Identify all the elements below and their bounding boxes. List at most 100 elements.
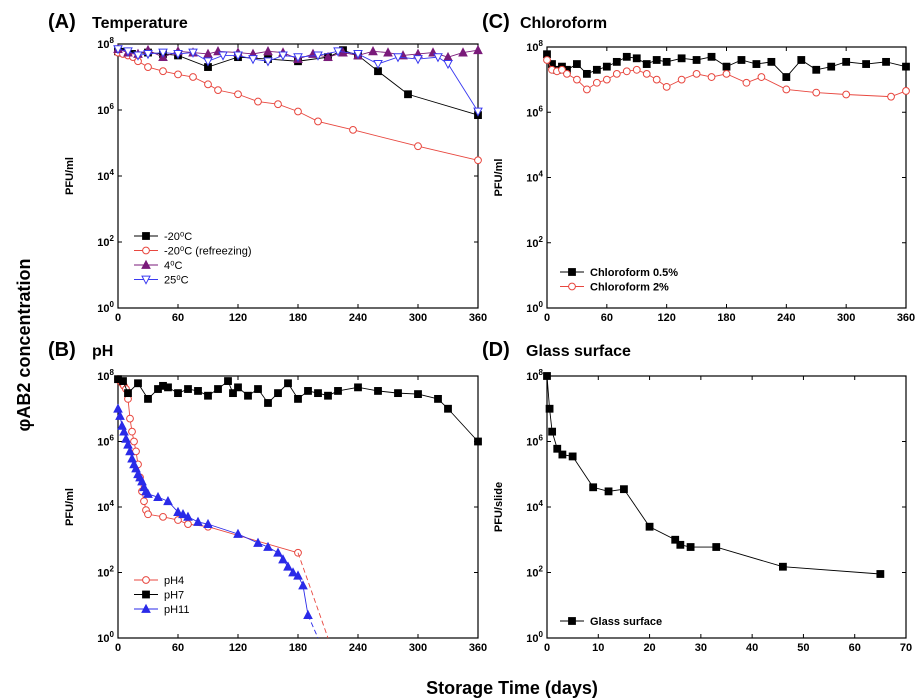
data-point <box>174 70 182 79</box>
y-axis-label: PFU/slide <box>493 482 505 532</box>
data-point <box>548 427 557 436</box>
data-point <box>473 44 483 55</box>
data-point <box>645 522 654 531</box>
data-point <box>264 399 272 407</box>
data-point <box>582 69 591 78</box>
x-tick-label: 180 <box>289 642 307 654</box>
data-point <box>263 541 273 551</box>
y-tick-label: 106 <box>97 434 114 449</box>
data-point <box>203 518 213 529</box>
legend-label: 25⁰C <box>164 275 189 287</box>
data-point <box>140 497 148 506</box>
data-point <box>224 377 232 385</box>
data-point <box>602 75 611 84</box>
data-point <box>842 90 851 99</box>
x-tick-label: 180 <box>717 312 735 324</box>
data-point <box>592 65 601 74</box>
data-point <box>144 394 152 403</box>
x-tick-label: 60 <box>849 642 861 654</box>
data-point <box>294 394 302 403</box>
panel-d: 0 10 20 30 40 50 60 70 100 102 104 106 108 (D) Glass s… <box>482 339 912 654</box>
data-point <box>193 516 203 526</box>
data-point <box>134 379 142 388</box>
data-point <box>113 403 123 413</box>
legend-marker <box>568 282 576 291</box>
data-point <box>383 47 393 57</box>
data-point <box>353 50 363 60</box>
data-point <box>183 511 193 521</box>
x-tick-label: 240 <box>777 312 795 324</box>
data-point <box>592 78 601 87</box>
data-point <box>314 117 322 126</box>
x-tick-label: 240 <box>349 312 367 324</box>
data-point <box>304 387 312 395</box>
data-point <box>144 63 152 71</box>
data-point <box>278 554 288 564</box>
panel-title: Temperature <box>92 15 188 32</box>
series-20-c-refreezing <box>114 48 482 165</box>
data-point <box>686 543 695 551</box>
x-tick-label: 60 <box>172 642 184 654</box>
series-25-c <box>113 45 483 117</box>
x-tick-label: 120 <box>229 312 247 324</box>
data-point <box>373 59 383 70</box>
data-point <box>797 56 806 64</box>
data-point <box>174 389 182 398</box>
data-point <box>652 56 661 64</box>
data-point <box>173 506 183 516</box>
data-point <box>214 385 222 393</box>
data-point <box>119 426 129 436</box>
y-tick-label: 108 <box>526 39 543 54</box>
x-tick-label: 0 <box>115 642 121 654</box>
data-point <box>414 142 422 151</box>
data-point <box>234 90 242 99</box>
panel-letter: (A) <box>48 11 76 33</box>
data-point <box>128 427 136 436</box>
data-point <box>692 69 701 78</box>
data-point <box>553 444 562 453</box>
data-point <box>404 90 412 99</box>
data-point <box>119 377 127 385</box>
data-point <box>163 495 173 506</box>
data-point <box>189 73 197 81</box>
y-axis-label: PFU/ml <box>493 159 505 197</box>
data-point <box>283 561 293 571</box>
data-point <box>612 57 621 66</box>
y-tick-label: 100 <box>97 300 114 315</box>
data-point <box>313 51 323 61</box>
data-point <box>234 383 242 392</box>
data-point <box>125 446 135 456</box>
data-point <box>174 516 182 524</box>
data-point <box>130 437 138 446</box>
y-tick-label: 104 <box>97 499 114 514</box>
series-line <box>117 52 479 161</box>
legend: Chloroform 0.5% Chloroform 2% <box>560 267 678 294</box>
data-point <box>229 389 237 398</box>
data-point <box>676 540 685 549</box>
data-point <box>354 383 362 392</box>
data-point <box>115 410 125 420</box>
panel-a: 0 60 120 180 240 300 360 100 102 104 106 108 (A) Temp… <box>48 11 487 324</box>
data-point <box>124 389 132 398</box>
data-point <box>671 535 680 544</box>
series-ph7 <box>114 375 482 446</box>
data-point <box>393 53 403 63</box>
data-point <box>126 414 134 423</box>
y-tick-label: 108 <box>97 36 114 51</box>
x-tick-label: 120 <box>229 642 247 654</box>
data-point <box>473 107 483 117</box>
legend-label: 4⁰C <box>164 260 183 272</box>
legend-label: -20⁰C <box>164 231 192 243</box>
data-point <box>652 75 661 84</box>
data-point <box>204 391 212 400</box>
data-point <box>757 73 766 81</box>
y-tick-label: 102 <box>526 235 543 250</box>
data-point <box>274 389 282 398</box>
data-point <box>443 59 453 70</box>
data-point <box>144 510 152 519</box>
data-point <box>722 62 731 71</box>
data-point <box>188 48 198 58</box>
data-point <box>284 379 292 388</box>
series-line <box>117 378 479 442</box>
